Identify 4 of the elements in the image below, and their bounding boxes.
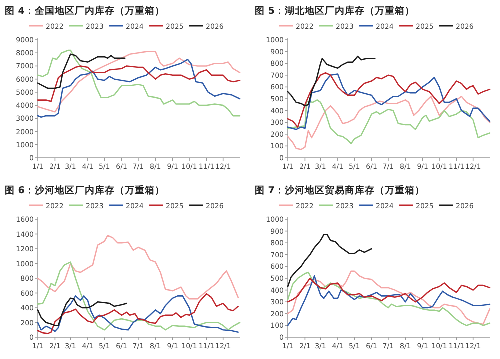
chart-title: 图 5：湖北地区厂内库存（万重箱） <box>255 5 415 17</box>
chart-title: 图 6：沙河地区厂内库存（万重箱） <box>5 184 165 196</box>
chart-title: 图 7：沙河地区贸易商库存（万重箱） <box>255 184 425 196</box>
chart-title: 图 4：全国地区厂内库存（万重箱） <box>5 5 165 17</box>
